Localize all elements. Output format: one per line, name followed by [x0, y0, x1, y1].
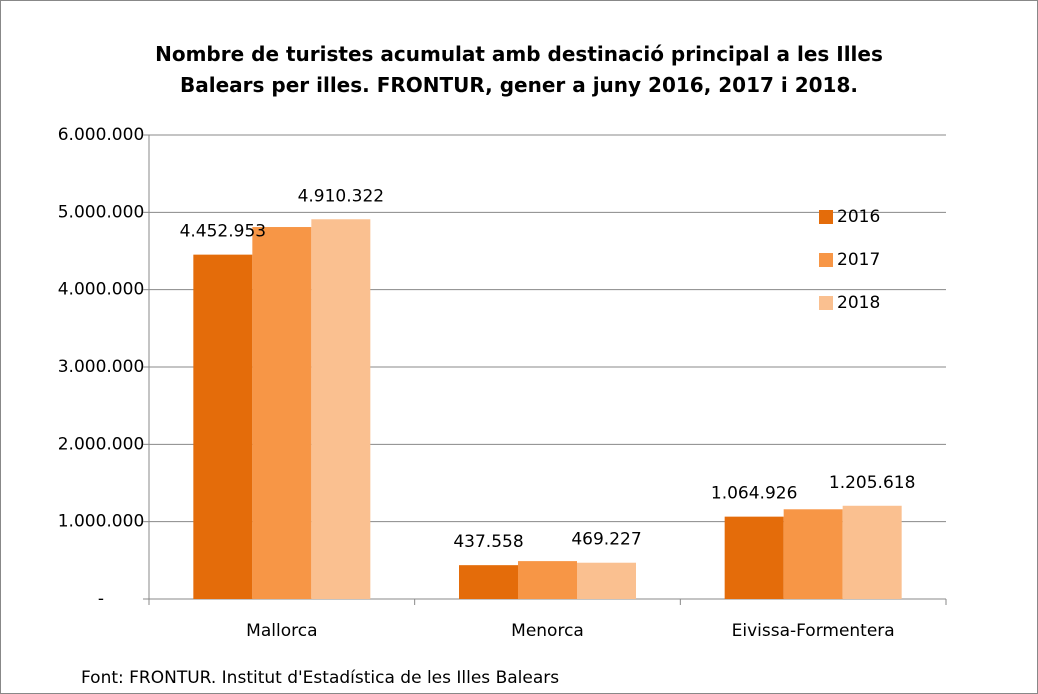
- legend-swatch: [819, 296, 833, 310]
- bar: [842, 505, 902, 599]
- y-tick-label: 5.000.000: [58, 202, 145, 222]
- x-tick-label: Mallorca: [246, 621, 317, 641]
- bar: [724, 516, 784, 599]
- y-tick-label: 3.000.000: [58, 357, 145, 377]
- legend-swatch: [819, 253, 833, 267]
- bar: [252, 227, 312, 599]
- bar: [459, 565, 518, 599]
- bar: [783, 509, 843, 599]
- bar: [518, 561, 577, 599]
- y-tick-label: 1.000.000: [58, 512, 145, 532]
- bar: [193, 254, 253, 599]
- data-label: 1.064.926: [711, 484, 798, 504]
- x-tick-label: Eivissa-Formentera: [732, 621, 895, 641]
- bar: [577, 562, 636, 599]
- y-tick-label: 6.000.000: [58, 125, 145, 145]
- y-tick-label: 2.000.000: [58, 434, 145, 454]
- data-label: 469.227: [571, 530, 641, 550]
- data-label: 437.558: [453, 532, 523, 552]
- legend-label: 2016: [837, 207, 880, 227]
- data-label: 4.452.953: [180, 222, 267, 242]
- x-tick-label: Menorca: [511, 621, 584, 641]
- y-tick-label: 4.000.000: [58, 280, 145, 300]
- y-tick-label: -: [98, 589, 104, 609]
- bar: [311, 219, 371, 599]
- source-note: Font: FRONTUR. Institut d'Estadística de…: [81, 668, 559, 688]
- legend-label: 2017: [837, 250, 880, 270]
- chart-title: Nombre de turistes acumulat amb destinac…: [155, 42, 883, 97]
- data-label: 1.205.618: [829, 473, 916, 493]
- legend-swatch: [819, 210, 833, 224]
- data-label: 4.910.322: [298, 186, 385, 206]
- legend-label: 2018: [837, 293, 880, 313]
